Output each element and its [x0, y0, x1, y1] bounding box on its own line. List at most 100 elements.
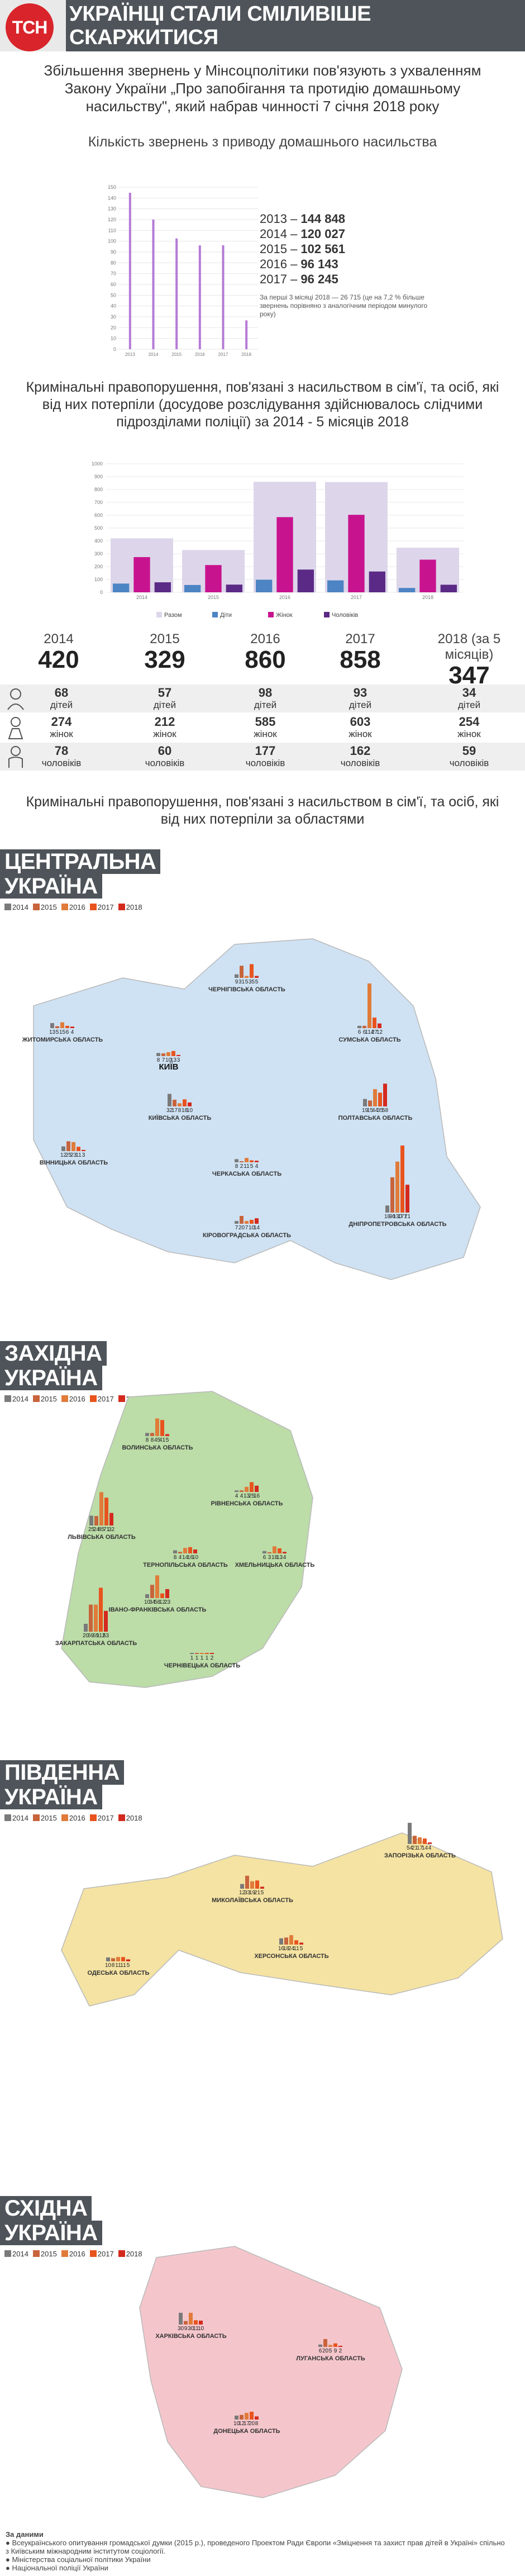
y-tick-label: 20 [111, 325, 116, 330]
oblast-value: 13 [276, 1555, 283, 1561]
chart1-note: За перші 3 місяці 2018 — 26 715 (це на 7… [260, 293, 428, 318]
region-title: Східна [0, 2196, 92, 2221]
x-tick-label: 2016 [195, 352, 205, 357]
y-tick-label: 700 [94, 500, 103, 505]
oblast-value: 18 [182, 1108, 188, 1114]
oblast-value: 6 [358, 1029, 361, 1035]
oblast-value: 14 [422, 1845, 428, 1851]
oblast-value: 12 [376, 1029, 383, 1035]
oblast-name: КІРОВОГРАДСЬКА ОБЛАСТЬ [203, 1232, 291, 1239]
tsn-logo[interactable]: ТСН [6, 3, 54, 51]
legend-swatch [4, 1395, 11, 1402]
y-tick-label: 60 [111, 282, 116, 287]
bar [184, 584, 201, 592]
children-row: 68 дітей 57 дітей 98 дітей 93 дітей 34 дітей [0, 685, 525, 712]
oblast-name: ЗАПОРІЗЬКА ОБЛАСТЬ [384, 1852, 456, 1859]
oblast-value: 90 [389, 1214, 396, 1220]
oblast-value: 20 [83, 1633, 89, 1639]
y-tick-label: 500 [94, 525, 103, 531]
oblast-value: 41 [159, 1437, 166, 1443]
headline-line-1: Українці стали сміливіше скаржитися [69, 2, 371, 49]
bar [369, 571, 385, 592]
oblast-bar [378, 1092, 382, 1106]
bar [128, 192, 131, 349]
legend-year: 2016 [69, 1814, 85, 1822]
region-legend: 2014 2015 2016 2017 2018 [0, 1814, 142, 1822]
x-tick-label: 2017 [218, 352, 228, 357]
oblast-name: ВОЛИНСЬКА ОБЛАСТЬ [122, 1444, 193, 1451]
region-shape [139, 2246, 403, 2498]
oblast-value: 4 [179, 1555, 182, 1561]
year-row: 2013 – 144 848 [260, 212, 345, 226]
oblast-value: 6 [319, 2348, 322, 2354]
bar [226, 584, 242, 592]
oblast-bar [161, 1053, 165, 1056]
oblast-bar [126, 1959, 130, 1961]
legend-year: 2016 [69, 2250, 85, 2258]
x-tick-label: 2016 [279, 595, 290, 600]
oblast-name: РІВНЕНСЬКА ОБЛАСТЬ [211, 1500, 283, 1507]
oblast-value: 8 [178, 1108, 182, 1114]
stat-cell: 93 дітей [349, 686, 372, 711]
oblast-bar [428, 1842, 432, 1844]
sources: За даними ● Всеукраїнського опитування г… [6, 2530, 508, 2572]
oblast-name: МИКОЛАЇВСЬКА ОБЛАСТЬ [212, 1897, 293, 1904]
stat-rows: 68 дітей 57 дітей 98 дітей 93 дітей 34 дітей … [0, 685, 525, 771]
oblast-bar [71, 1142, 75, 1151]
legend-year: 2015 [40, 2250, 57, 2258]
oblast-bar [299, 1942, 303, 1945]
oblast-bar [235, 2415, 238, 2420]
stat-cell: 34 дітей [457, 686, 481, 711]
oblast-value: 30 [188, 2326, 194, 2332]
region-shape [61, 1391, 313, 1688]
oblast-bar [289, 1935, 293, 1945]
legend-swatch [89, 1814, 97, 1821]
oblast-value: 8 [235, 1163, 238, 1170]
oblast-bar [106, 1957, 110, 1961]
oblast-bar [318, 2344, 322, 2347]
oblast-value: 20 [249, 2421, 255, 2427]
oblast-value: 8 [112, 1962, 115, 1969]
oblast-value: 7 [235, 1225, 238, 1231]
oblast-bar [357, 1025, 361, 1028]
bar [440, 584, 457, 592]
oblast-bar [99, 1588, 103, 1632]
oblast-bar [250, 1482, 254, 1492]
oblast-bar [104, 1610, 108, 1632]
oblast-name: ЧЕРКАСЬКА ОБЛАСТЬ [212, 1171, 281, 1177]
legend-year: 2014 [12, 2250, 28, 2258]
oblast-value: 24 [288, 1946, 295, 1952]
legend-label: Чоловіків [332, 612, 358, 619]
oblast-bar [82, 1149, 85, 1151]
stat-cell: 78 чоловіків [41, 744, 82, 769]
bar [399, 588, 416, 592]
stat-cell: 603 жінок [349, 715, 372, 740]
oblast-value: 44 [372, 1108, 379, 1114]
oblast-bar [368, 1100, 372, 1106]
oblast-value: 11 [120, 1962, 126, 1969]
y-tick-label: 1000 [92, 461, 103, 467]
stat-col: 2014 420 [17, 631, 101, 673]
region-title: Україна [0, 1785, 102, 1809]
oblast-value: 14 [182, 1555, 189, 1561]
bar [152, 219, 155, 349]
oblast-value: 16 [278, 1946, 285, 1952]
oblast-bar [190, 1653, 194, 1654]
bar [205, 565, 222, 592]
y-tick-label: 120 [108, 217, 116, 222]
oblast-bar [373, 1018, 376, 1028]
oblast-value: 16 [187, 1555, 194, 1561]
bar [113, 583, 130, 592]
year-row: 2014 – 120 027 [260, 227, 345, 241]
region-title: Центральна [0, 849, 161, 874]
stat-cell: 59 чоловіків [449, 744, 489, 769]
woman-icon [8, 717, 23, 739]
legend-swatch [4, 904, 11, 910]
stat-cell: 177 чоловіків [245, 744, 285, 769]
oblast-name: ЧЕРНІГІВСЬКА ОБЛАСТЬ [208, 986, 285, 993]
oblast-bar [240, 1215, 244, 1224]
region-header: Східна Україна [0, 2196, 195, 2245]
oblast-value: 33 [244, 1890, 251, 1896]
oblast-bar [255, 1218, 259, 1224]
region-title: Західна [0, 1341, 107, 1366]
